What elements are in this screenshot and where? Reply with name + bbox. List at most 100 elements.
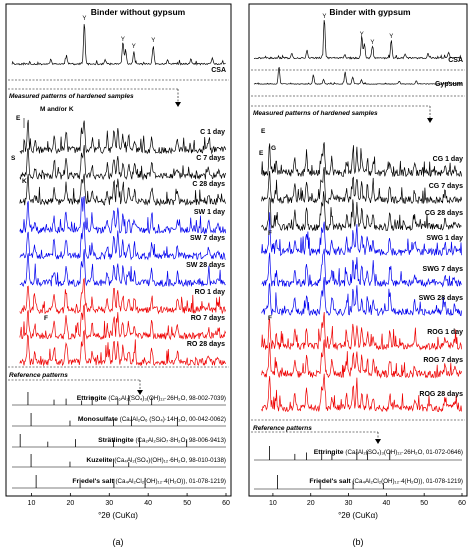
x-axis: 10 20 30 40 50 60 xyxy=(12,493,230,507)
measured-labels-group: CG 1 day CG 7 days CG 28 days SWG 1 day SWG … xyxy=(419,156,463,398)
phase-annotation: E xyxy=(16,115,21,122)
series-label: ROG 7 days xyxy=(423,357,463,364)
measured-pattern-swg-1-day xyxy=(261,212,463,257)
reference-formula: (Ca₄Al₂O₆ (SO₄)·14H₂O, xyxy=(120,416,189,423)
x-tick-label: 40 xyxy=(382,500,390,507)
reference-code: 00-042-0062) xyxy=(189,416,226,423)
x-axis-title: °2θ (CuKα) xyxy=(98,511,138,520)
measured-pattern-c-28-days xyxy=(19,173,227,207)
peak-marker-y: Y xyxy=(389,34,393,40)
annotation-group: M and/or K E S K F xyxy=(11,106,74,322)
measured-pattern-rog-7-days xyxy=(261,339,463,379)
reference-label: Ettringite (Ca₆Al₂(SO₄)₃(OH)₁₂·26H₂O, 98… xyxy=(77,395,226,402)
series-label: SW 28 days xyxy=(186,262,225,269)
reference-label: Kuzelite (Ca₄Al₂(SO₄)(OH)₁₂·6H₂O, 98-010… xyxy=(86,457,226,464)
phase-annotation: G xyxy=(271,145,276,152)
measured-labels-group: C 1 day C 7 days C 28 days SW 1 day SW 7 day… xyxy=(186,129,225,348)
peak-marker-y: Y xyxy=(322,14,326,20)
series-label: RO 1 day xyxy=(195,289,225,296)
raw-pattern-gypsum xyxy=(253,66,462,85)
x-tick-label: 30 xyxy=(345,500,353,507)
reference-label: Friedel's salt (Ca₄Al₂Cl₂(OH)₁₂·4(H₂O)),… xyxy=(309,478,463,485)
x-tick-label: 10 xyxy=(269,500,277,507)
reference-label: Monosulfate (Ca₄Al₂O₆ (SO₄)·14H₂O, 00-04… xyxy=(78,416,226,423)
x-tick-label: 50 xyxy=(420,500,428,507)
x-tick-label: 60 xyxy=(458,500,466,507)
phase-annotation: F xyxy=(268,230,272,237)
x-tick-label: 20 xyxy=(307,500,315,507)
phase-annotation: S xyxy=(11,155,16,162)
measured-pattern-sw-1-day xyxy=(19,196,227,235)
x-axis-title: °2θ (CuKα) xyxy=(338,511,378,520)
reference-code: 01-078-1219) xyxy=(189,478,226,485)
measured-pattern-ro-28-days xyxy=(19,329,227,367)
panel-b-title: Binder with gypsum xyxy=(329,7,411,17)
reference-formula: (Ca₆Al₂(SO₄)₃(OH)₁₂·26H₂O, xyxy=(345,449,425,456)
peak-marker-y: Y xyxy=(360,32,364,38)
peak-marker-y: Y xyxy=(151,38,155,44)
reference-name: Kuzelite xyxy=(86,457,114,464)
section-label-measured: Measured patterns of hardened samples xyxy=(253,110,378,117)
measured-pattern-rog-1-day xyxy=(261,311,463,351)
x-tick-label: 10 xyxy=(28,500,36,507)
measured-pattern-sw-7-days xyxy=(19,221,226,261)
measured-pattern-swg-7-days xyxy=(261,248,462,288)
phase-annotation: F xyxy=(44,315,48,322)
series-label: CG 7 days xyxy=(429,183,463,190)
arrow-head xyxy=(175,102,181,107)
series-label: RO 28 days xyxy=(187,341,225,348)
series-label: C 7 days xyxy=(196,155,225,162)
series-label: CG 28 days xyxy=(425,210,463,217)
peak-marker-y: Y xyxy=(370,40,374,46)
raw-pattern-csa xyxy=(11,24,226,66)
peak-marker-y: Y xyxy=(121,37,125,43)
phase-annotation: M and/or K xyxy=(40,106,74,113)
raw-label-gypsum: Gypsum xyxy=(435,81,463,88)
phase-annotation: E xyxy=(259,150,264,157)
series-label: ROG 28 days xyxy=(419,391,463,398)
measured-pattern-c-7-days xyxy=(19,145,227,181)
x-axis: 10 20 30 40 50 60 xyxy=(254,493,466,507)
measured-pattern-swg-28-days xyxy=(261,277,463,317)
measured-pattern-sw-28-days xyxy=(19,249,226,288)
measured-pattern-cg-7-days xyxy=(261,167,463,205)
reference-label: Friedel's salt (Ca₄Al₂Cl₂(OH)₁₂·4(H₂O)),… xyxy=(72,478,226,485)
measured-patterns-group xyxy=(19,119,227,367)
phase-annotation: K xyxy=(22,178,27,185)
raw-label-csa: CSA xyxy=(211,67,226,74)
peak-marker-y: Y xyxy=(82,16,86,22)
series-label: SW 7 days xyxy=(190,235,225,242)
section-label-reference: Reference patterns xyxy=(9,372,68,379)
series-label: SWG 28 days xyxy=(419,295,463,302)
reference-name: Friedel's salt xyxy=(309,478,352,485)
reference-patterns-group: Ettringite (Ca₆Al₂(SO₄)₃(OH)₁₂·26H₂O, 98… xyxy=(12,392,226,489)
reference-code: 01-072-0646) xyxy=(426,449,463,456)
reference-code: 98-006-9413) xyxy=(189,437,226,444)
series-label: SWG 7 days xyxy=(423,266,464,273)
series-label: C 28 days xyxy=(192,181,225,188)
x-tick-label: 30 xyxy=(105,500,113,507)
reference-name: Ettringite xyxy=(77,395,109,402)
measured-pattern-ro-7-days xyxy=(19,303,227,341)
x-tick-label: 50 xyxy=(183,500,191,507)
measured-patterns-group xyxy=(261,142,463,413)
reference-formula: (Ca₄Al₂(SO₄)(OH)₁₂·6H₂O, xyxy=(114,457,189,464)
measured-pattern-c-1-day xyxy=(19,119,227,155)
reference-code: 98-010-0138) xyxy=(189,457,226,464)
measured-pattern-cg-1-day xyxy=(261,142,463,178)
measured-pattern-ro-1-day xyxy=(19,277,227,315)
panel-label-b: (b) xyxy=(353,537,364,547)
series-label: CG 1 day xyxy=(433,156,463,163)
reference-name: Strätlingite xyxy=(98,437,135,444)
measured-pattern-rog-28-days xyxy=(261,373,463,413)
panel-a: Binder without gypsum Y Y Y Y CSA Measured … xyxy=(5,3,232,547)
reference-label: Strätlingite (Ca₂Al₂SiO₇·8H₂O, 98-006-94… xyxy=(98,437,226,444)
phase-annotation: E xyxy=(261,128,266,135)
panel-label-a: (a) xyxy=(113,537,124,547)
reference-name: Friedel's salt xyxy=(72,478,115,485)
arrow-head xyxy=(427,118,433,123)
